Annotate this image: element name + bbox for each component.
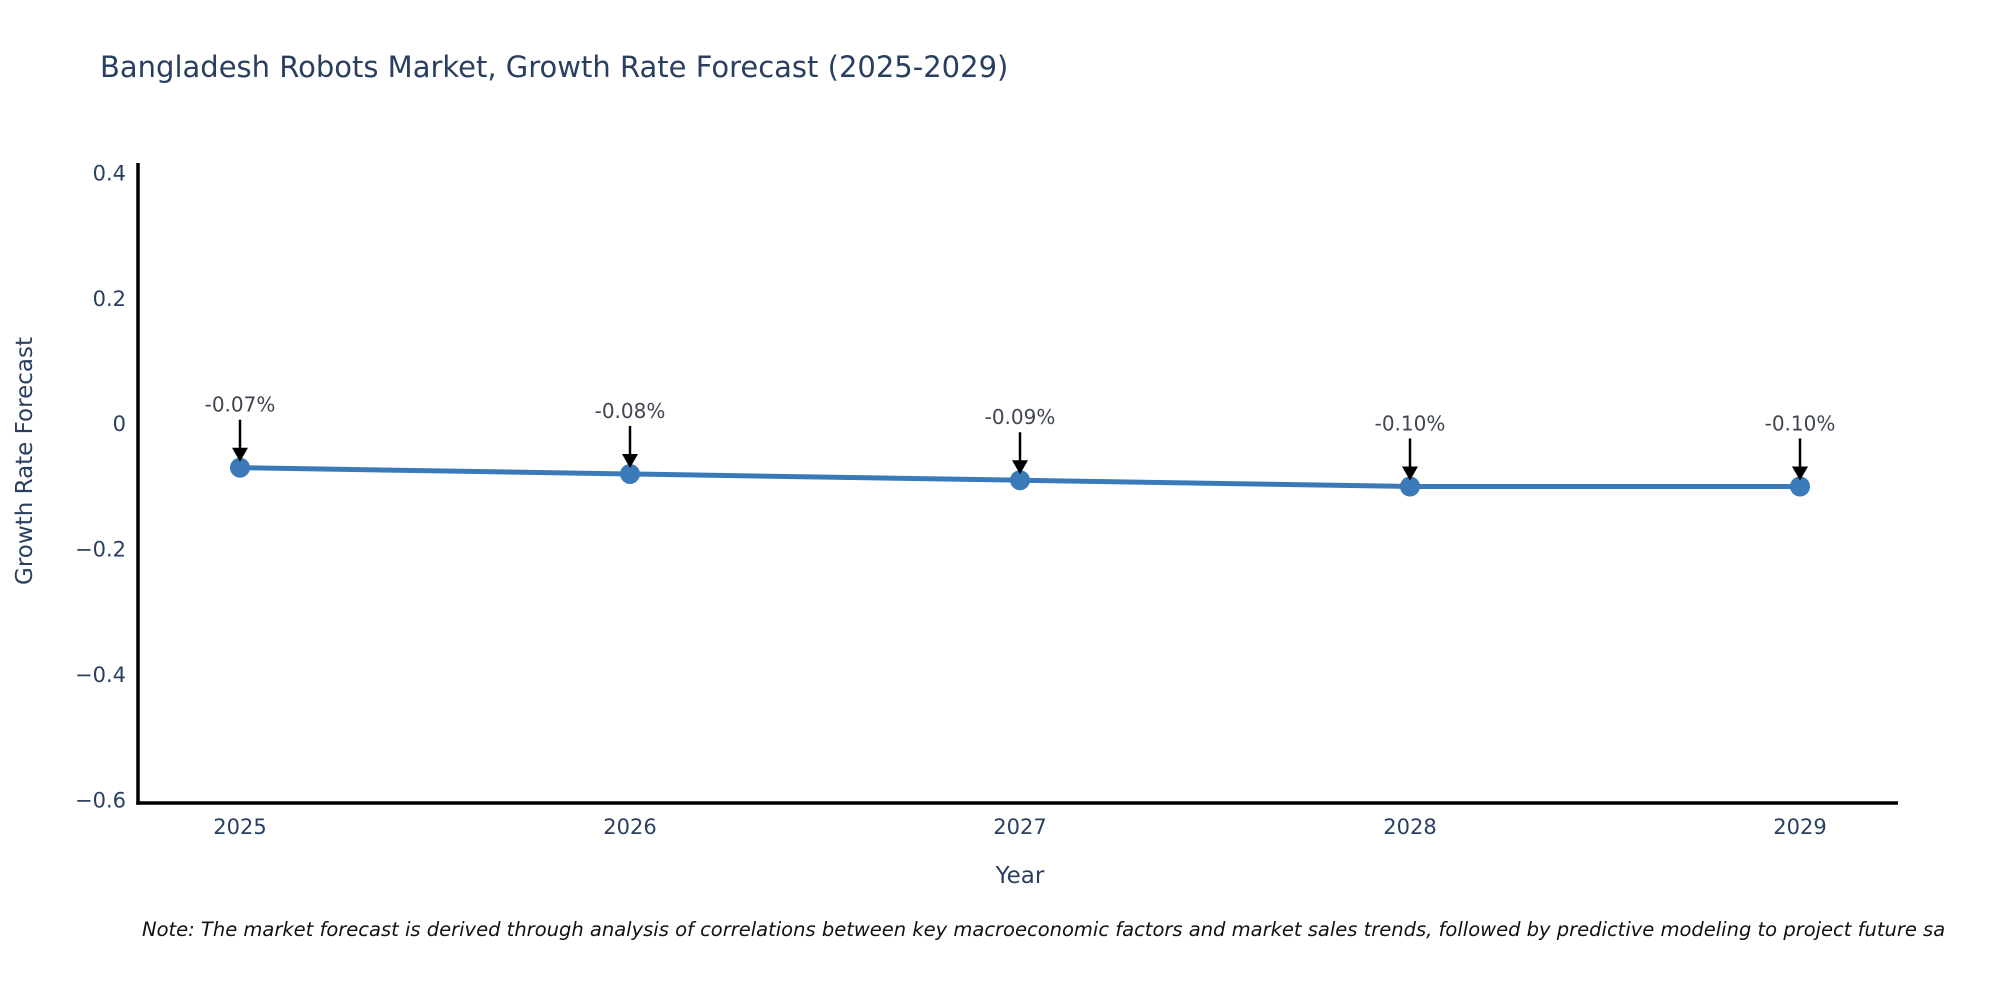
x-axis-title: Year — [995, 863, 1045, 889]
data-point-label: -0.09% — [985, 405, 1056, 429]
data-point-label: -0.10% — [1765, 412, 1836, 436]
y-tick-label: −0.6 — [75, 788, 126, 812]
y-tick-label: −0.2 — [75, 538, 126, 562]
x-tick-label: 2028 — [1383, 815, 1436, 839]
annotation-arrow-head — [622, 453, 638, 468]
data-point-label: -0.07% — [205, 393, 276, 417]
x-tick-label: 2029 — [1773, 815, 1826, 839]
y-tick-labels-group: 0.4 0.2 0 −0.2 −0.4 −0.6 — [75, 161, 126, 812]
y-tick-label: −0.4 — [75, 663, 126, 687]
y-tick-label: 0.2 — [93, 287, 126, 311]
data-point-label: -0.10% — [1375, 412, 1446, 436]
chart-title: Bangladesh Robots Market, Growth Rate Fo… — [100, 50, 1009, 84]
data-point-marker[interactable] — [1790, 476, 1810, 497]
x-tick-labels-group: 2025 2026 2027 2028 2029 — [213, 815, 1826, 839]
annotation-arrow-head — [1792, 466, 1808, 481]
y-tick-label: 0 — [113, 412, 126, 436]
annotations-group: -0.07% -0.08% -0.09% -0.10% -0.10% — [205, 393, 1836, 481]
data-point-label: -0.08% — [595, 399, 666, 423]
x-tick-label: 2025 — [213, 815, 266, 839]
annotation-arrow-head — [1012, 460, 1028, 475]
axes-group — [136, 163, 1898, 805]
annotation-arrow-head — [232, 447, 248, 462]
data-point-marker[interactable] — [1010, 470, 1030, 491]
footnote: Note: The market forecast is derived thr… — [142, 918, 1946, 941]
data-point-marker[interactable] — [1400, 476, 1420, 497]
y-tick-label: 0.4 — [93, 161, 126, 185]
x-tick-label: 2027 — [993, 815, 1046, 839]
data-point-marker[interactable] — [230, 457, 250, 478]
series-group — [230, 457, 1810, 497]
data-point-marker[interactable] — [620, 463, 640, 484]
x-tick-label: 2026 — [603, 815, 656, 839]
annotation-arrow-head — [1402, 466, 1418, 481]
